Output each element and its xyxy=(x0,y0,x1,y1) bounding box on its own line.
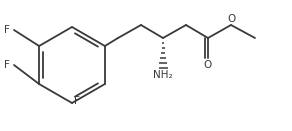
Text: F: F xyxy=(4,25,10,35)
Text: O: O xyxy=(204,60,212,70)
Text: F: F xyxy=(4,60,10,70)
Text: F: F xyxy=(74,96,80,106)
Text: O: O xyxy=(227,14,235,24)
Text: NH₂: NH₂ xyxy=(153,70,173,80)
